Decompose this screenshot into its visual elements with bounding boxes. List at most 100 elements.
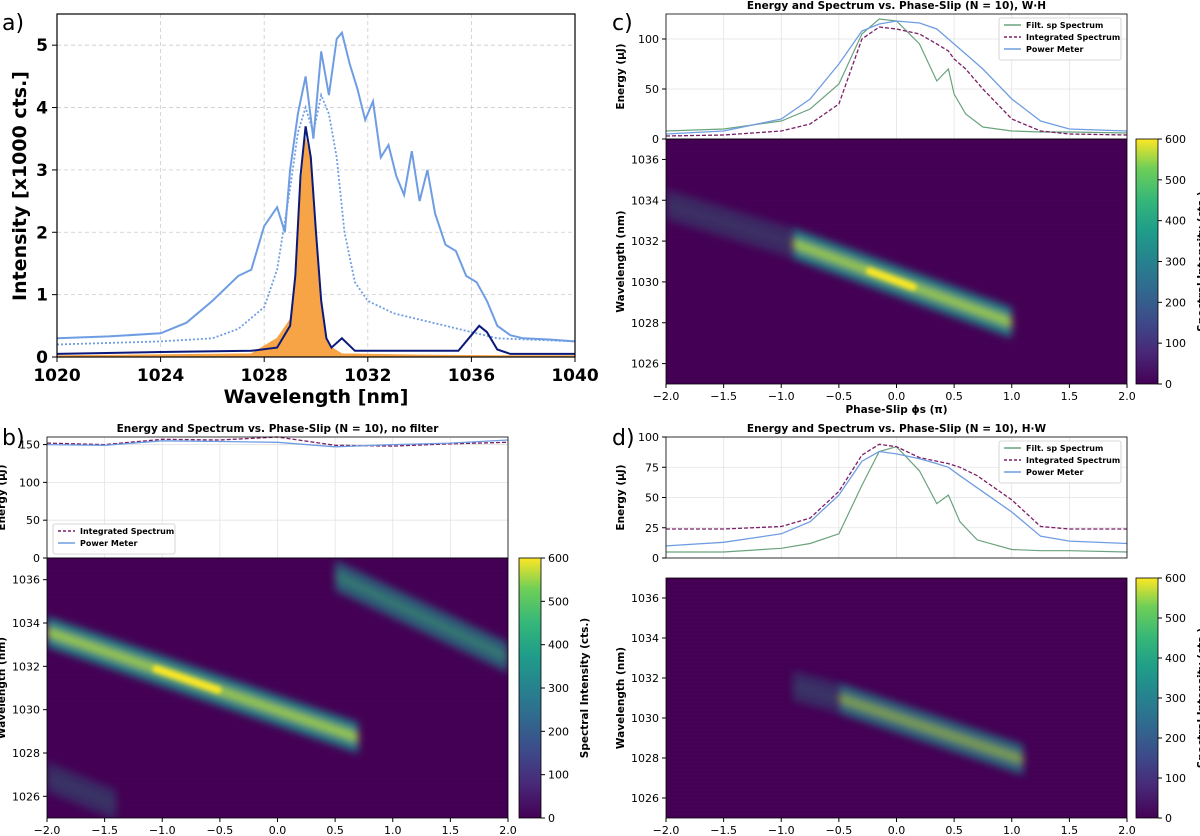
heatmap-x-tick-label: −1.5 xyxy=(710,824,737,836)
colorbar-tick-label: 0 xyxy=(1165,812,1172,825)
heatmap-background xyxy=(666,139,1127,384)
heatmap-band xyxy=(838,683,1024,775)
colorbar-tick-label: 300 xyxy=(1165,692,1186,705)
colorbar-tick-label: 200 xyxy=(548,725,569,738)
energy-y-tick-label: 75 xyxy=(645,461,659,474)
heatmap-y-tick-label: 1036 xyxy=(631,592,659,605)
energy-y-tick-label: 25 xyxy=(645,522,659,535)
series-1-dotted-spectrum xyxy=(56,92,576,346)
colorbar-tick-label: 300 xyxy=(1165,256,1186,269)
legend-label: Filt. sp Spectrum xyxy=(1026,21,1103,30)
energy-y-tick-label: 100 xyxy=(19,476,40,489)
colorbar-tick-label: 100 xyxy=(548,769,569,782)
heatmap-x-tick-label: −1.5 xyxy=(710,390,737,403)
heatmap-bands xyxy=(666,189,1012,338)
heatmap-y-tick-label: 1030 xyxy=(631,276,659,289)
legend-box xyxy=(998,440,1122,484)
heatmap-y-tick-label: 1032 xyxy=(12,660,40,673)
panel-label-d: d) xyxy=(612,426,635,451)
heatmap-y-tick-label: 1028 xyxy=(12,747,40,760)
band-peak xyxy=(865,267,917,291)
heatmap-x-tick-label: 2.0 xyxy=(1118,390,1136,403)
y-ticks: 0 1 2 3 4 5 xyxy=(36,36,57,368)
heatmap-y-tick-label: 1034 xyxy=(631,194,659,207)
heatmap-x-tick-label: −2.0 xyxy=(34,824,61,836)
colorbar-tick-label: 500 xyxy=(1165,174,1186,187)
energy-y-tick-label: 100 xyxy=(638,33,659,46)
integrated-spectrum-line xyxy=(666,443,1127,530)
colorbar-tick-label: 0 xyxy=(548,812,555,825)
heatmap-background xyxy=(666,578,1127,818)
power-meter-line xyxy=(46,439,509,448)
colorbar-tick-label: 100 xyxy=(1165,337,1186,350)
legend-label: Power Meter xyxy=(1026,468,1084,477)
legend-label: Power Meter xyxy=(80,539,138,548)
energy-y-tick-label: 50 xyxy=(645,83,659,96)
heatmap-x-tick-label: 0.5 xyxy=(945,390,963,403)
heatmap-y-tick-label: 1034 xyxy=(631,632,659,645)
colorbar-tick-label: 400 xyxy=(1165,215,1186,228)
colorbar-label: Spectral Intensity (cts.) xyxy=(1196,191,1200,331)
heatmap-background xyxy=(47,558,508,818)
heatmap-y-tick-label: 1026 xyxy=(631,358,659,371)
legend-box xyxy=(998,17,1122,61)
x-axis-label: Wavelength [nm] xyxy=(224,386,409,408)
power-meter-line xyxy=(665,20,1128,135)
heatmap-x-tick-label: 0.5 xyxy=(945,824,963,836)
energy-y-axis-label: Energy (µJ) xyxy=(615,464,627,530)
heatmap-y-tick-label: 1034 xyxy=(12,617,40,630)
y-tick-label: 4 xyxy=(36,99,48,119)
filtered-spectrum-line xyxy=(666,446,1128,553)
band-core xyxy=(666,200,793,248)
heatmap-x-tick-label: −1.0 xyxy=(768,824,795,836)
y-tick-label: 0 xyxy=(36,348,48,368)
colorbar-tick-label: 600 xyxy=(548,552,569,565)
heatmap-y-tick-label: 1028 xyxy=(631,317,659,330)
heatmap-x-tick-label: 1.5 xyxy=(442,824,460,836)
heatmap-y-tick-label: 1030 xyxy=(12,704,40,717)
y-tick-label: 3 xyxy=(36,161,48,181)
x-tick-label: 1032 xyxy=(344,366,391,386)
x-ticks: 1020 1024 1028 1032 1036 1040 xyxy=(33,357,599,386)
heatmap-x-tick-label: −1.5 xyxy=(91,824,118,836)
series-layer xyxy=(56,30,576,358)
heatmap-x-tick-label: −1.0 xyxy=(768,390,795,403)
colorbar-tick-label: 400 xyxy=(1165,652,1186,665)
colorbar-tick-label: 500 xyxy=(1165,612,1186,625)
heatmap-x-tick-label: 1.0 xyxy=(1003,390,1021,403)
heatmap-y-tick-label: 1026 xyxy=(12,790,40,803)
heatmap-y-axis-label: Wavelength (nm) xyxy=(615,210,627,312)
heatmap-y-tick-label: 1032 xyxy=(631,235,659,248)
heatmap-x-axis-label: Phase-Slip ϕs (π) xyxy=(845,404,947,416)
colorbar-tick-label: 600 xyxy=(1165,133,1186,146)
heatmap-x-tick-label: 1.5 xyxy=(1061,824,1079,836)
chart-c: Energy and Spectrum vs. Phase-Slip (N = … xyxy=(615,0,1200,416)
energy-y-tick-label: 0 xyxy=(33,552,40,565)
band-core xyxy=(838,694,1024,764)
energy-y-axis-label: Energy (µJ) xyxy=(0,464,8,530)
colorbar-tick-label: 0 xyxy=(1165,378,1172,391)
heatmap-y-tick-label: 1036 xyxy=(631,153,659,166)
colorbar-tick-label: 200 xyxy=(1165,732,1186,745)
chart-title: Energy and Spectrum vs. Phase-Slip (N = … xyxy=(747,0,1046,12)
heatmap-band xyxy=(666,189,793,259)
colorbar-label: Spectral Intensity (cts.) xyxy=(1196,628,1200,768)
chart-d: Energy and Spectrum vs. Phase-Slip (N = … xyxy=(615,423,1200,836)
legend-label: Integrated Spectrum xyxy=(1026,456,1120,465)
heatmap-x-tick-label: 0.0 xyxy=(269,824,287,836)
power-meter-line xyxy=(665,450,1128,547)
heatmap-x-tick-label: 1.0 xyxy=(384,824,402,836)
plot-frame xyxy=(56,13,576,358)
chart-a: 1020 1024 1028 1032 1036 1040 0 1 2 3 4 5 Waveleng… xyxy=(9,13,599,408)
chart-title: Energy and Spectrum vs. Phase-Slip (N = … xyxy=(747,423,1047,435)
chart-b: Energy and Spectrum vs. Phase-Slip (N = … xyxy=(0,423,591,836)
heatmap-y-tick-label: 1030 xyxy=(631,712,659,725)
heatmap-bands xyxy=(47,560,508,818)
chart-title: Energy and Spectrum vs. Phase-Slip (N = … xyxy=(117,423,440,435)
colorbar-tick-label: 400 xyxy=(548,639,569,652)
heatmap-y-tick-label: 1026 xyxy=(631,792,659,805)
energy-y-tick-label: 150 xyxy=(19,439,40,452)
integrated-spectrum-line xyxy=(665,26,1128,137)
heatmap-x-tick-label: 0.0 xyxy=(888,390,906,403)
